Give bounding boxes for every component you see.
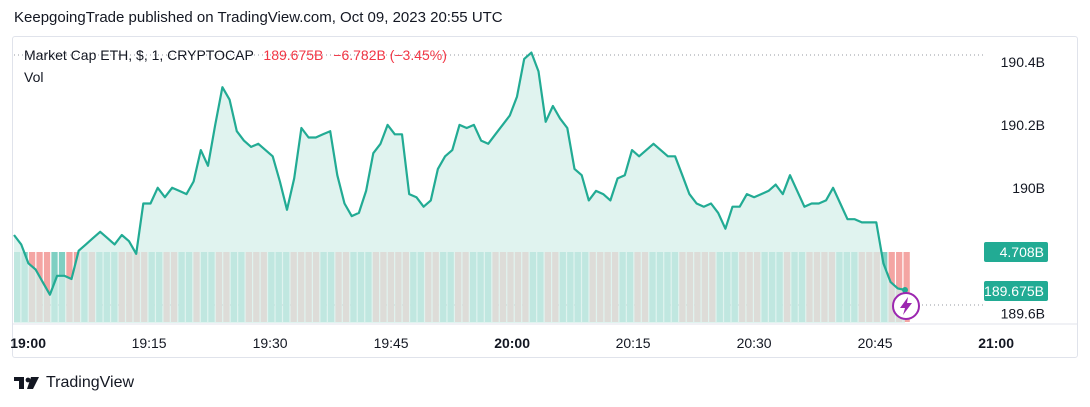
y-tick-label: 189.6B [1001, 306, 1045, 322]
volume-legend-label: Vol [24, 69, 44, 85]
volume-bar [43, 252, 51, 322]
x-tick-label: 19:45 [374, 335, 409, 351]
y-tick-label: 190B [1012, 180, 1045, 196]
x-tick-label: 19:30 [253, 335, 288, 351]
volume-badge-bg [984, 242, 1048, 262]
x-tick-label: 19:00 [10, 335, 46, 351]
lightning-icon-bolt [900, 297, 912, 315]
y-axis: 190.4B 190.2B 190B 189.6B [1001, 54, 1045, 322]
price-badges: 4.708B 189.675B [892, 242, 1048, 320]
chart-grid [12, 54, 1078, 325]
x-tick-label: 20:00 [494, 335, 530, 351]
volume-badge-text: 4.708B [1000, 244, 1044, 260]
volume-bar [896, 252, 903, 322]
price-line [13, 51, 906, 296]
lightning-icon [892, 292, 920, 320]
footer-brand: TradingView [46, 374, 135, 391]
tradingview-footer[interactable]: TradingView [14, 374, 134, 392]
legend-symbol: Market Cap ETH, $, 1, CRYPTOCAP [24, 47, 254, 63]
x-tick-label: 21:00 [978, 335, 1014, 351]
publish-header: KeepgoingTrade published on TradingView.… [14, 9, 503, 26]
y-tick-label: 190.4B [1001, 54, 1045, 70]
x-axis: 19:00 19:15 19:30 19:45 20:00 20:15 20:30 20:45… [10, 335, 1014, 351]
x-tick-label: 20:45 [858, 335, 893, 351]
x-tick-label: 20:15 [616, 335, 651, 351]
x-tick-label: 19:15 [132, 335, 167, 351]
x-tick-label: 20:30 [737, 335, 772, 351]
last-point-marker [902, 287, 908, 293]
volume-badge: 4.708B [984, 242, 1048, 262]
legend-change: −6.782B (−3.45%) [333, 47, 447, 63]
price-area-fill [14, 52, 905, 323]
y-tick-label: 190.2B [1001, 117, 1045, 133]
tradingview-logo-icon [14, 377, 39, 389]
chart-frame [12, 36, 1078, 358]
last-price-badge-bg [984, 281, 1048, 301]
legend-value: 189.675B [263, 47, 324, 63]
chart-legend: Market Cap ETH, $, 1, CRYPTOCAP 189.675B… [24, 47, 447, 63]
price-area [13, 51, 908, 323]
last-price-badge-text: 189.675B [984, 283, 1044, 299]
volume-bar [903, 252, 910, 322]
last-price-badge: 189.675B [984, 281, 1048, 301]
